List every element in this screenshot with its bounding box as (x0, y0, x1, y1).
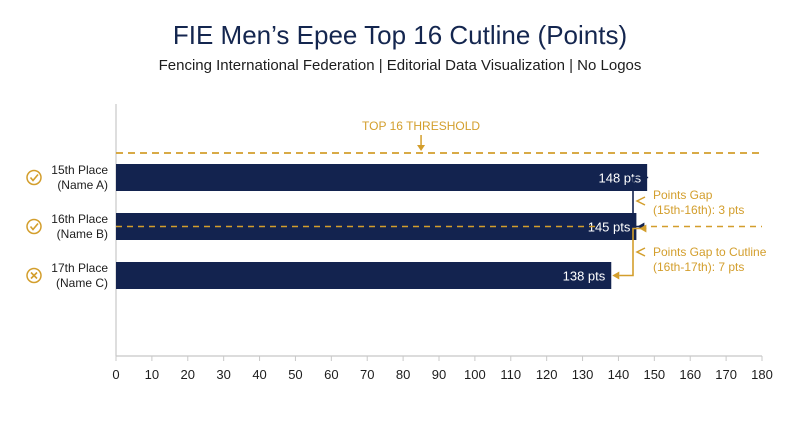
x-tick-label: 20 (181, 367, 195, 382)
x-tick-label: 60 (324, 367, 338, 382)
category-label: 16th Place (51, 212, 108, 226)
annotation-pointer-icon (635, 196, 646, 206)
x-tick-label: 130 (572, 367, 594, 382)
x-tick-label: 40 (252, 367, 266, 382)
check-mark-icon (29, 173, 39, 182)
category-label: 15th Place (51, 163, 108, 177)
x-tick-label: 30 (216, 367, 230, 382)
category-sublabel: (Name C) (56, 276, 108, 290)
annotation-pointer-icon (635, 247, 646, 257)
check-mark-icon (29, 222, 39, 231)
x-tick-label: 90 (432, 367, 446, 382)
bar (116, 262, 612, 289)
annotation-label: Points Gap (653, 188, 713, 202)
annotation-label: (16th-17th): 7 pts (653, 260, 744, 274)
annotation-label: (15th-16th): 3 pts (653, 203, 744, 217)
top16-threshold-label: TOP 16 THRESHOLD (362, 119, 480, 133)
bar-value-label: 148 pts (598, 171, 641, 186)
x-circle-icon (26, 267, 42, 284)
x-tick-label: 50 (288, 367, 302, 382)
x-tick-label: 160 (679, 367, 701, 382)
check-circle-icon (26, 169, 42, 186)
x-tick-label: 120 (536, 367, 558, 382)
x-tick-label: 80 (396, 367, 410, 382)
bar-value-label: 145 pts (588, 220, 631, 235)
x-tick-label: 180 (751, 367, 773, 382)
annotation-label: Points Gap to Cutline (653, 245, 767, 259)
x-tick-label: 70 (360, 367, 374, 382)
category-label: 17th Place (51, 261, 108, 275)
x-tick-label: 140 (608, 367, 630, 382)
x-tick-label: 100 (464, 367, 486, 382)
x-mark-icon (30, 271, 38, 280)
chart-title: FIE Men’s Epee Top 16 Cutline (Points) (172, 20, 628, 50)
chart-subtitle: Fencing International Federation | Edito… (158, 57, 642, 74)
x-tick-label: 110 (500, 367, 521, 382)
x-tick-label: 170 (715, 367, 737, 382)
category-sublabel: (Name B) (57, 227, 108, 241)
cutline-bracket-arrow (612, 271, 620, 280)
threshold-pointer-arrow (417, 145, 426, 151)
check-circle-icon (26, 218, 42, 235)
x-tick-label: 10 (145, 367, 159, 382)
x-tick-label: 0 (112, 367, 119, 382)
category-sublabel: (Name A) (57, 178, 108, 192)
cutline-bracket-arrow (639, 224, 647, 233)
bar (116, 164, 648, 191)
bar-value-label: 138 pts (563, 269, 606, 284)
x-tick-label: 150 (643, 367, 665, 382)
